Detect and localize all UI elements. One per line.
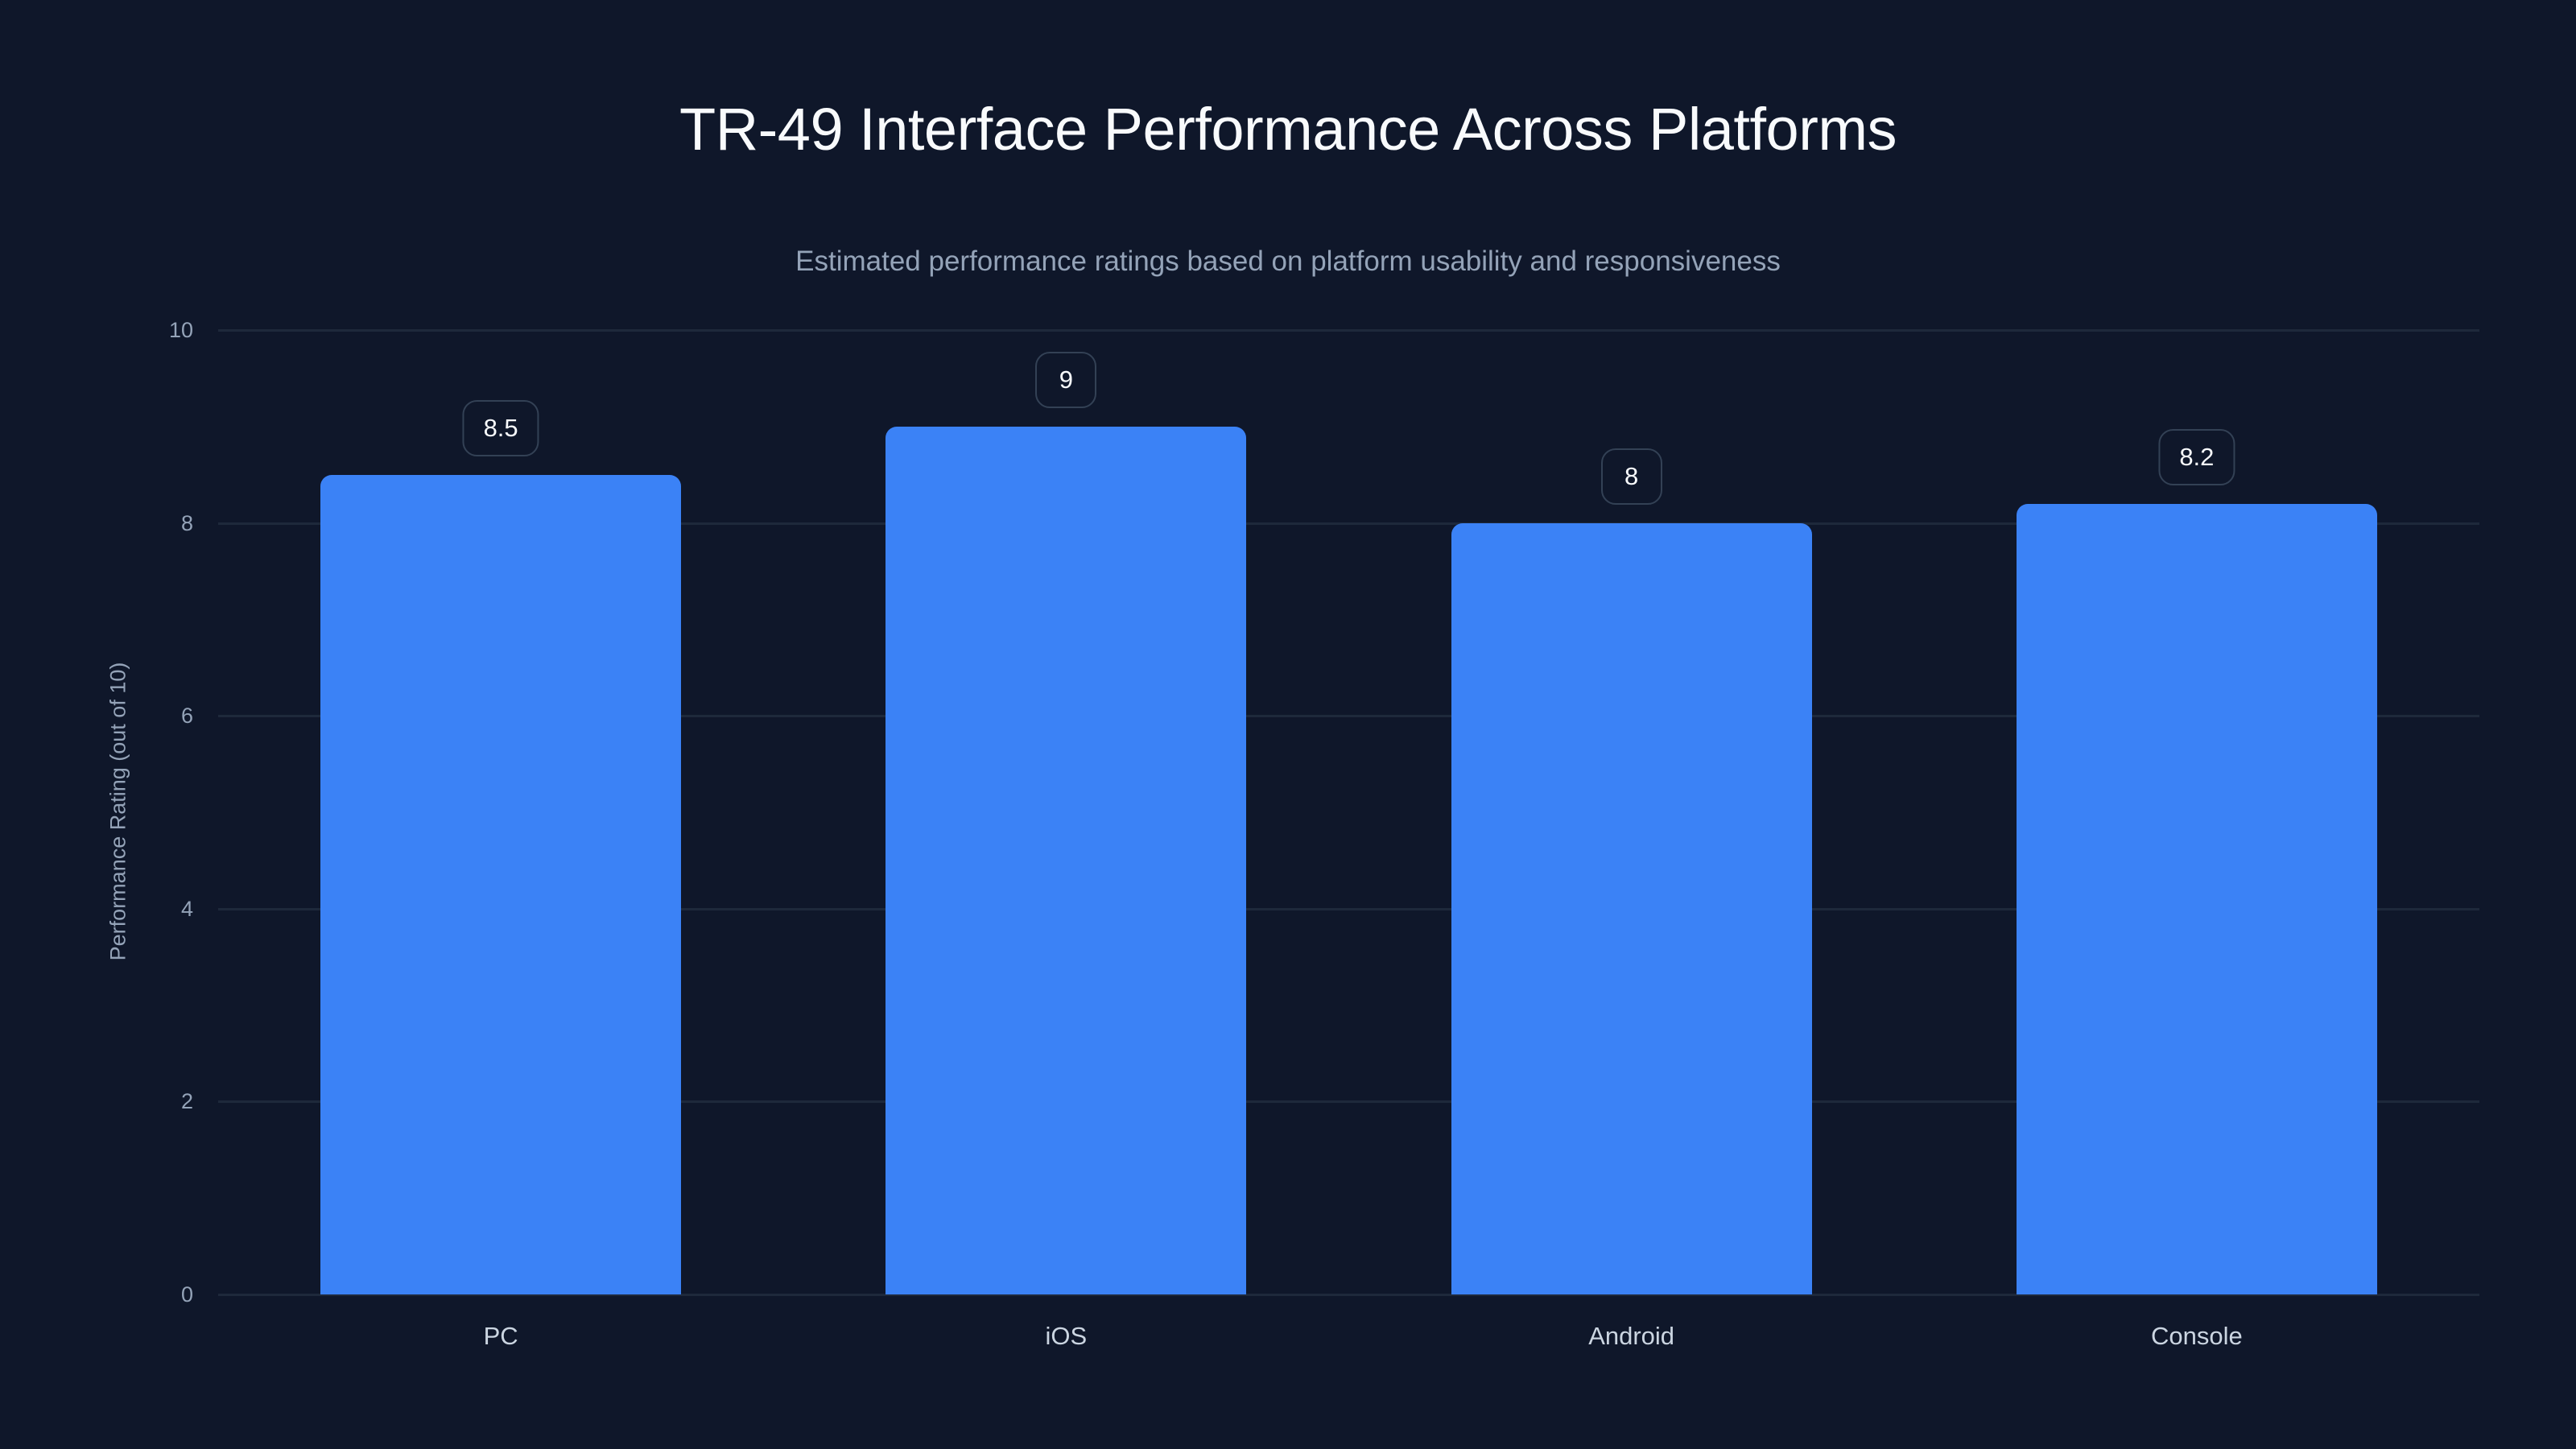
y-tick-label: 10 — [168, 318, 193, 342]
value-label: 9 — [1035, 351, 1097, 408]
y-tick-label: 2 — [180, 1089, 193, 1114]
x-category-label: Console — [2151, 1322, 2243, 1350]
value-label: 8.5 — [462, 399, 539, 456]
bar-ios[interactable] — [886, 426, 1247, 1294]
bar-console[interactable] — [2016, 503, 2377, 1294]
chart-title: TR-49 Interface Performance Across Platf… — [679, 96, 1897, 163]
gridline — [218, 1100, 2479, 1104]
plot-area: 8.5 9 8 8.2 — [218, 329, 2479, 1296]
bar-pc[interactable] — [320, 474, 682, 1294]
x-category-label: PC — [483, 1322, 518, 1350]
y-tick-label: 6 — [180, 704, 193, 729]
gridline — [218, 1294, 2479, 1296]
x-category-label: iOS — [1045, 1322, 1088, 1350]
x-category-label: Android — [1588, 1322, 1675, 1350]
y-tick-label: 0 — [180, 1282, 193, 1307]
gridline — [218, 329, 2479, 332]
y-tick-label: 4 — [180, 896, 193, 921]
gridline — [218, 715, 2479, 718]
y-tick-label: 8 — [180, 510, 193, 535]
gridline — [218, 522, 2479, 525]
chart-subtitle: Estimated performance ratings based on p… — [795, 246, 1781, 277]
gridline — [218, 907, 2479, 910]
value-label: 8.2 — [2158, 428, 2235, 485]
bar-android[interactable] — [1451, 522, 1812, 1294]
value-label: 8 — [1600, 448, 1662, 505]
